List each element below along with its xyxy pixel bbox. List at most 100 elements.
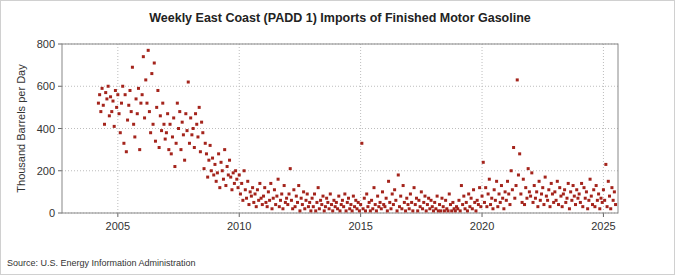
point (298, 209, 301, 212)
point (289, 167, 292, 170)
point (331, 209, 334, 212)
point (425, 209, 428, 212)
point (138, 148, 141, 151)
point (400, 207, 403, 210)
x-tick (482, 213, 483, 217)
point (558, 186, 561, 189)
point (149, 131, 152, 134)
point (566, 197, 569, 200)
point (430, 199, 433, 202)
point (317, 186, 320, 189)
point (262, 195, 265, 198)
point (498, 192, 501, 195)
point (309, 209, 312, 212)
point (372, 186, 375, 189)
point (121, 85, 124, 88)
point (606, 205, 609, 208)
point (108, 114, 111, 117)
point (586, 207, 589, 210)
point (97, 102, 100, 105)
point (388, 201, 391, 204)
point (311, 197, 314, 200)
point (448, 192, 451, 195)
point (107, 85, 110, 88)
point (300, 197, 303, 200)
point (370, 199, 373, 202)
point (609, 207, 612, 210)
point (462, 195, 465, 198)
point (274, 203, 277, 206)
point (482, 161, 485, 164)
point (145, 102, 148, 105)
x-tick (603, 213, 604, 217)
point (256, 188, 259, 191)
point (179, 148, 182, 151)
point (313, 192, 316, 195)
point (375, 209, 378, 212)
point (158, 146, 161, 149)
point (130, 110, 133, 113)
point (409, 192, 412, 195)
point (255, 205, 258, 208)
point (478, 186, 481, 189)
point (563, 188, 566, 191)
point (319, 199, 322, 202)
point (607, 180, 610, 183)
point (315, 201, 318, 204)
point (507, 192, 510, 195)
point (472, 188, 475, 191)
point (394, 199, 397, 202)
point (346, 201, 349, 204)
point (439, 209, 442, 212)
point (125, 150, 128, 153)
point (221, 169, 224, 172)
point (111, 100, 114, 103)
point (233, 182, 236, 185)
point (275, 195, 278, 198)
point (511, 188, 514, 191)
point (451, 201, 454, 204)
point (387, 180, 390, 183)
point (220, 161, 223, 164)
point (612, 199, 615, 202)
point (522, 178, 525, 181)
point (598, 207, 601, 210)
point (264, 201, 267, 204)
point (504, 190, 507, 193)
point (128, 89, 131, 92)
point (573, 195, 576, 198)
point (325, 197, 328, 200)
point (484, 186, 487, 189)
point (186, 129, 189, 132)
point (246, 180, 249, 183)
point (328, 207, 331, 210)
point (285, 197, 288, 200)
point (200, 121, 203, 124)
point (495, 180, 498, 183)
point (421, 207, 424, 210)
point (245, 197, 248, 200)
point (535, 190, 538, 193)
point (562, 192, 565, 195)
point (150, 72, 153, 75)
point (488, 178, 491, 181)
point (115, 106, 118, 109)
point (402, 184, 405, 187)
point (170, 152, 173, 155)
point (126, 119, 129, 122)
point (420, 190, 423, 193)
point (568, 207, 571, 210)
background (1, 1, 675, 275)
point (483, 201, 486, 204)
point (320, 203, 323, 206)
point (178, 110, 181, 113)
point (603, 199, 606, 202)
y-tick-label: 800 (37, 38, 55, 50)
y-tick (58, 213, 62, 214)
point (160, 129, 163, 132)
point (467, 192, 470, 195)
point (414, 203, 417, 206)
point (193, 146, 196, 149)
point (396, 209, 399, 212)
point (292, 188, 295, 191)
